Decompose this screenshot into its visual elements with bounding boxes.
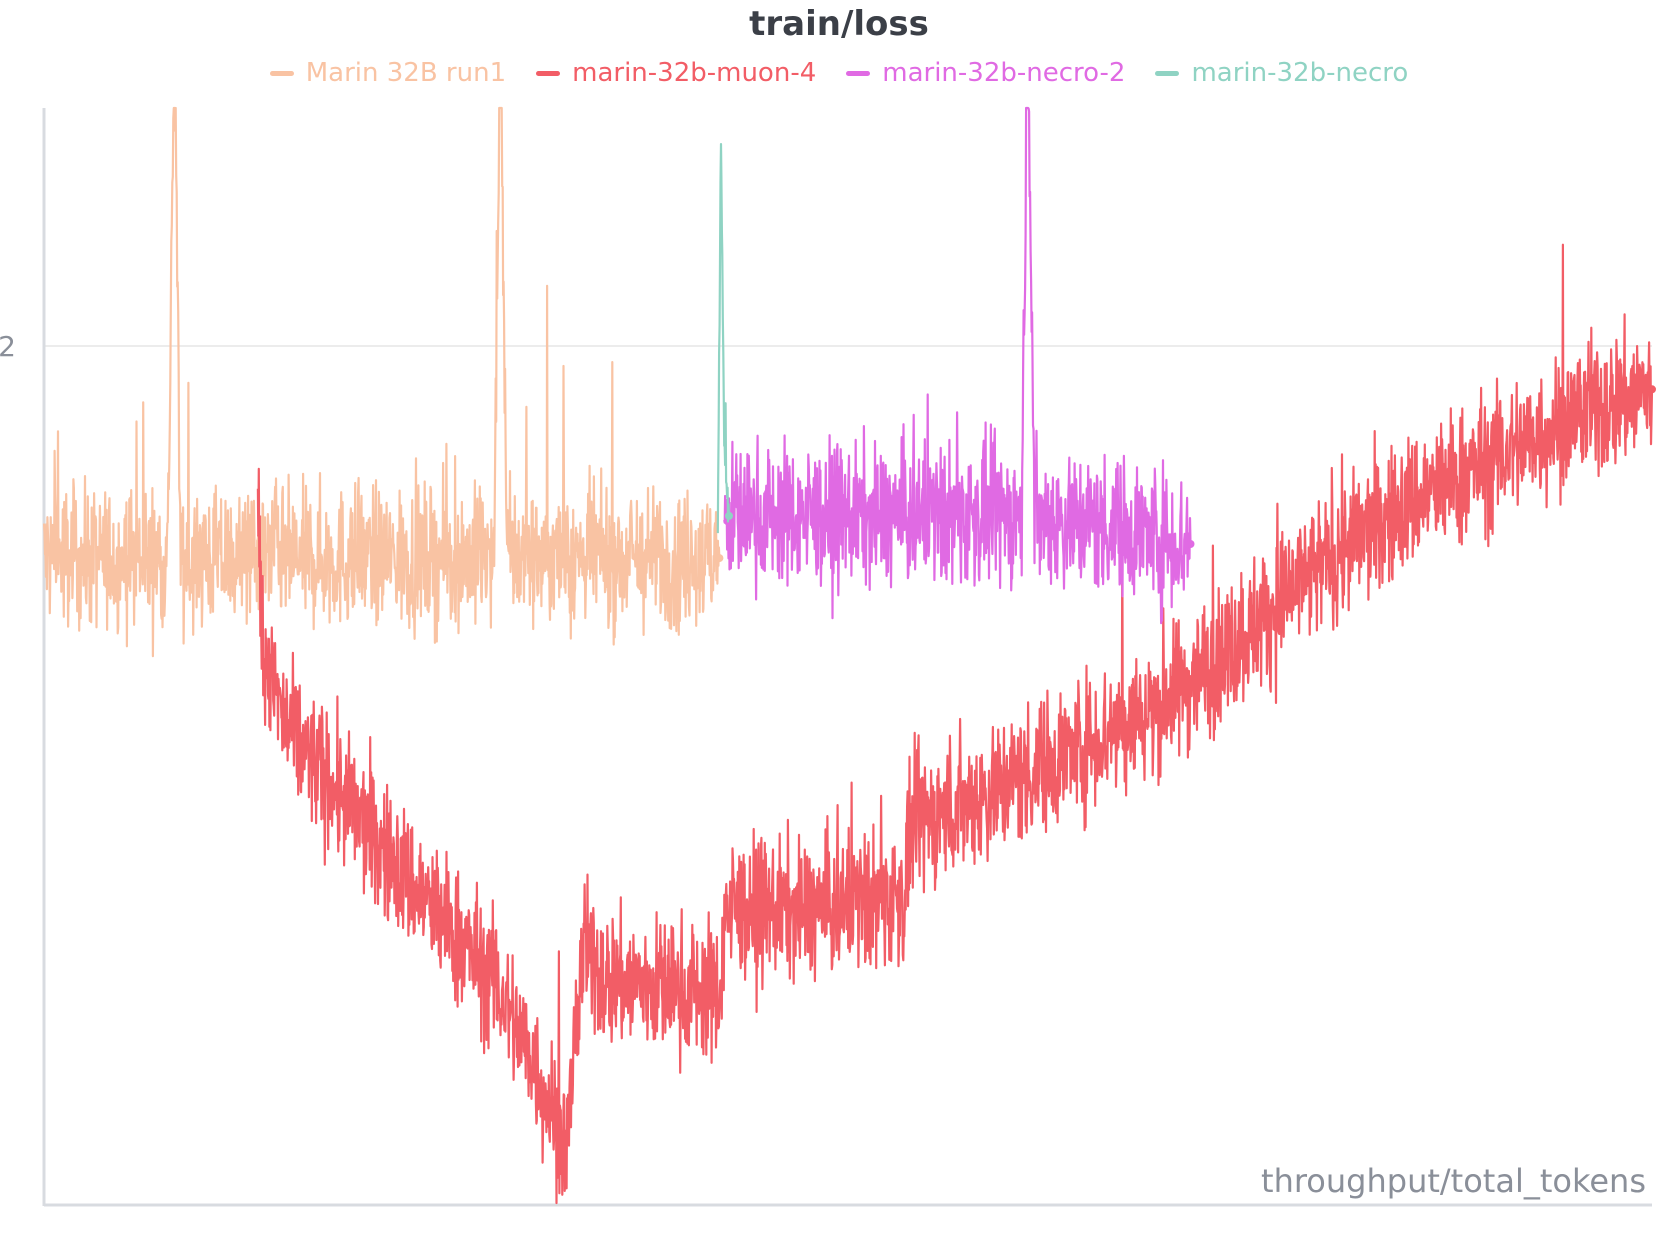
legend-item[interactable]: marin-32b-muon-4 [536, 58, 816, 88]
legend-label: marin-32b-necro [1191, 58, 1409, 88]
series-line-marin-32b-run1[interactable] [42, 106, 721, 658]
legend-item[interactable]: Marin 32B run1 [269, 58, 507, 88]
legend-swatch [536, 70, 561, 76]
series-end-point [1186, 540, 1195, 548]
legend: Marin 32B run1 marin-32b-muon-4 marin-32b-… [0, 58, 1678, 88]
legend-item[interactable]: marin-32b-necro [1155, 58, 1408, 88]
chart-title: train/loss [749, 4, 929, 44]
series-end-point [725, 511, 733, 520]
legend-swatch [269, 70, 294, 76]
y-tick-label: 2 [0, 330, 16, 363]
legend-swatch [846, 70, 871, 76]
series-end-point [715, 554, 724, 563]
legend-label: marin-32b-necro-2 [882, 58, 1126, 88]
series-end-point [1648, 385, 1656, 394]
legend-label: Marin 32B run1 [305, 58, 507, 88]
series-line-marin-32b-necro[interactable] [716, 143, 731, 534]
series-line-marin-32b-muon-4[interactable] [256, 243, 1654, 1205]
legend-label: marin-32b-muon-4 [572, 58, 817, 88]
x-axis-label: throughput/total_tokens [1261, 1162, 1646, 1200]
legend-item[interactable]: marin-32b-necro-2 [846, 58, 1125, 88]
legend-swatch [1155, 70, 1180, 76]
series-layer [42, 106, 1656, 1205]
series-line-marin-32b-necro-2[interactable] [723, 106, 1192, 625]
